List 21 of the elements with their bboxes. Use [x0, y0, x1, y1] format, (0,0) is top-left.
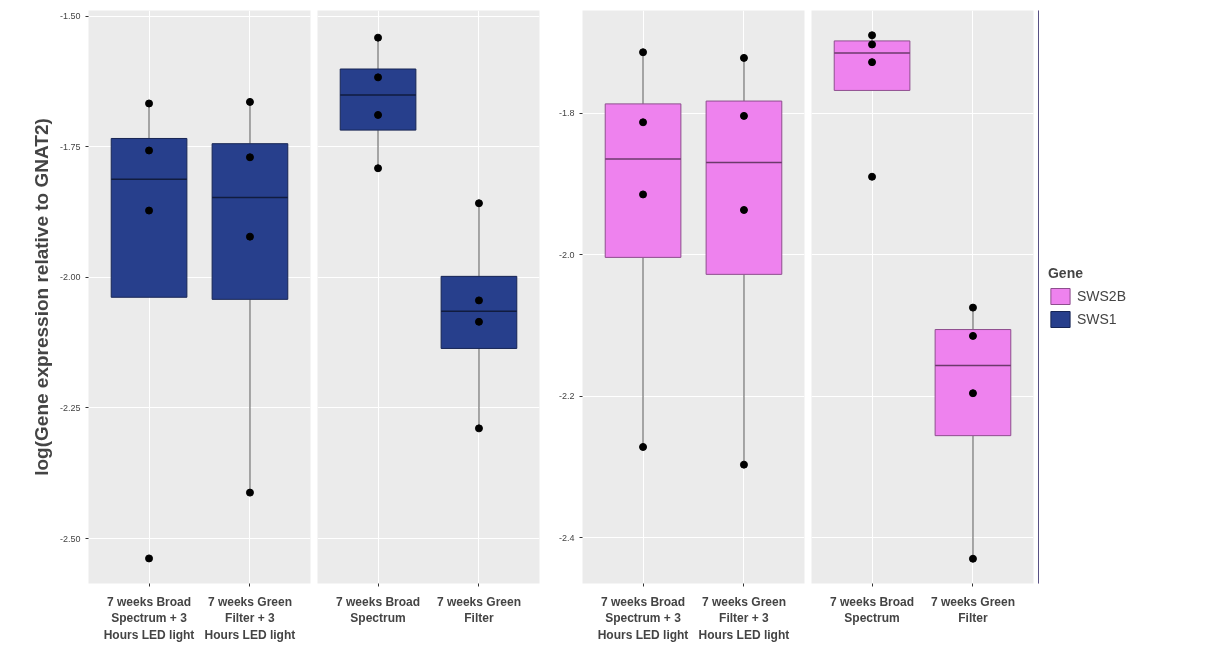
- x-tick-label: 7 weeks Green Filter + 3 Hours LED light: [204, 594, 296, 643]
- legend-title: Gene: [1047, 264, 1084, 281]
- y-tick-label: -2.2: [558, 391, 575, 402]
- y-tick-label: -1.75: [59, 141, 81, 152]
- y-tick-label: -2.50: [59, 533, 81, 544]
- y-tick-label: -2.4: [558, 532, 575, 543]
- y-tick-label: -1.50: [59, 11, 81, 22]
- x-tick-label: 7 weeks Green Filter: [930, 594, 1015, 626]
- legend-label: SWS2B: [1076, 287, 1126, 304]
- x-tick-label: 7 weeks Broad Spectrum + 3 Hours LED light: [597, 594, 689, 643]
- y-tick-label: -2.00: [59, 272, 81, 283]
- x-tick-label: 7 weeks Broad Spectrum + 3 Hours LED light: [103, 594, 195, 643]
- x-tick-label: 7 weeks Broad Spectrum: [336, 594, 421, 626]
- y-tick-label: -1.8: [558, 108, 575, 119]
- y-axis-title: log(Gene expression relative to GNAT2): [30, 118, 52, 476]
- x-tick-label: 7 weeks Broad Spectrum: [830, 594, 915, 626]
- y-tick-label: -2.0: [558, 249, 575, 260]
- y-tick-label: -2.25: [59, 403, 81, 413]
- x-tick-label: 7 weeks Green Filter + 3 Hours LED light: [698, 594, 790, 643]
- x-tick-label: 7 weeks Green Filter: [436, 594, 521, 626]
- legend-label: SWS1: [1076, 310, 1117, 327]
